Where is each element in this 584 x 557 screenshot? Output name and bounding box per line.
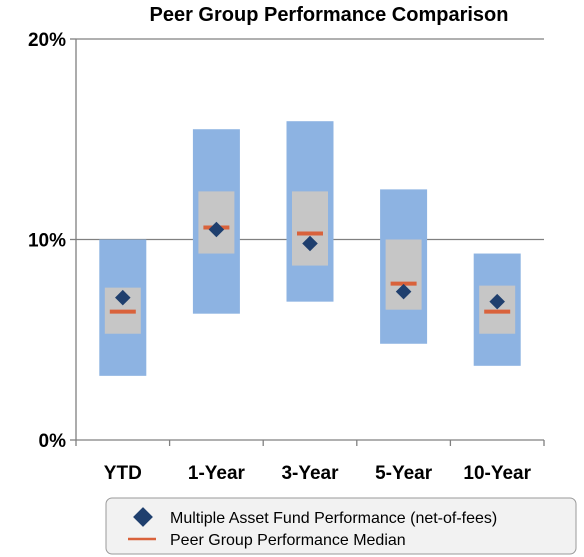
legend: Multiple Asset Fund Performance (net-of-… xyxy=(105,497,577,555)
y-tick-label: 0% xyxy=(39,431,67,452)
y-tick-labels: 0% 10% 20% xyxy=(28,30,66,452)
legend-box xyxy=(105,497,577,555)
inner-range-bar xyxy=(479,285,516,334)
x-tick-label: 5-Year xyxy=(375,463,433,484)
y-tick-label: 20% xyxy=(28,30,66,51)
fund-performance-marker xyxy=(302,235,318,252)
x-tick-labels: YTD 1-Year 3-Year 5-Year 10-Year xyxy=(104,463,532,484)
legend-label-median: Peer Group Performance Median xyxy=(170,532,406,549)
x-tick-label: 10-Year xyxy=(463,463,531,484)
axes xyxy=(70,38,545,446)
inner-range-bar xyxy=(292,191,328,266)
x-tick-label: YTD xyxy=(104,463,142,484)
range-bars xyxy=(99,121,521,376)
fund-performance-marker xyxy=(208,221,225,238)
x-tick-label: 1-Year xyxy=(188,463,246,484)
x-tick-label: 3-Year xyxy=(281,463,339,484)
y-tick-label: 10% xyxy=(28,231,66,252)
chart-title: Peer Group Performance Comparison xyxy=(150,4,509,26)
legend-label-fund: Multiple Asset Fund Performance (net-of-… xyxy=(170,510,497,527)
